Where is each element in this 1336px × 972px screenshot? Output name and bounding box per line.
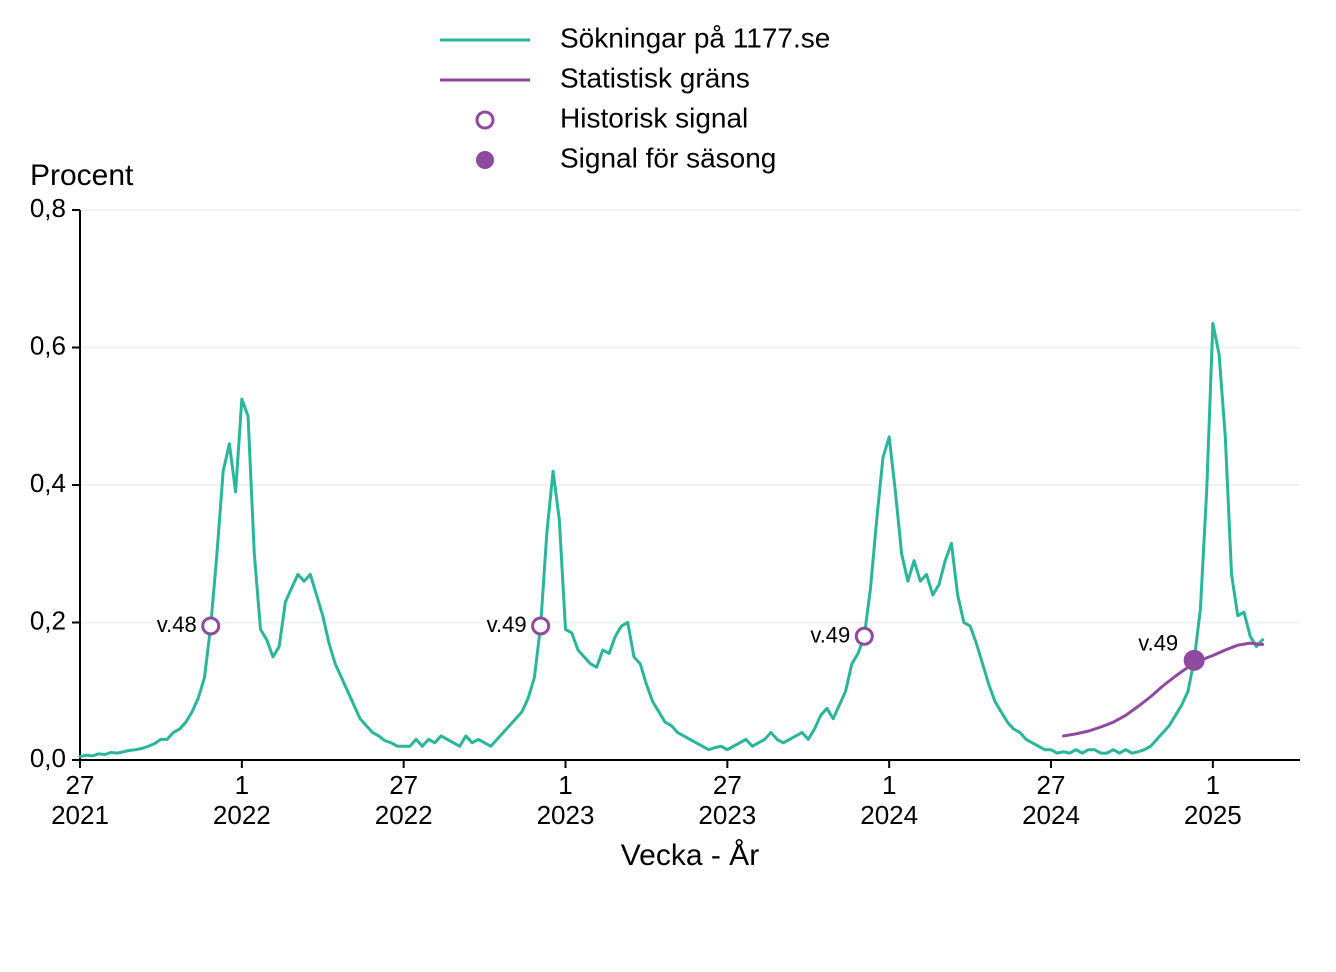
y-tick-label: 0,4: [30, 468, 66, 498]
x-tick-label-week: 1: [1206, 770, 1220, 800]
x-tick-label-year: 2023: [698, 800, 756, 830]
historisk-signal-marker: [856, 628, 872, 644]
signal-for-sasong-marker: [1184, 650, 1204, 670]
historisk-signal-marker: [533, 618, 549, 634]
x-tick-label-week: 27: [713, 770, 742, 800]
x-tick-label-year: 2022: [213, 800, 271, 830]
x-tick-label-week: 27: [66, 770, 95, 800]
x-tick-label-year: 2024: [860, 800, 918, 830]
x-tick-label-year: 2022: [375, 800, 433, 830]
historisk-signal-marker: [203, 618, 219, 634]
legend-label: Sökningar på 1177.se: [560, 22, 830, 53]
historisk-signal-label: v.49: [810, 622, 850, 647]
x-tick-label-week: 1: [235, 770, 249, 800]
signal-for-sasong-label: v.49: [1138, 630, 1178, 655]
time-series-chart: 0,00,20,40,60,8Procent272021120222720221…: [0, 0, 1336, 972]
x-tick-label-week: 1: [882, 770, 896, 800]
x-tick-label-year: 2023: [537, 800, 595, 830]
y-tick-label: 0,0: [30, 743, 66, 773]
legend-label: Statistisk gräns: [560, 62, 750, 93]
x-tick-label-week: 27: [389, 770, 418, 800]
legend-label: Signal för säsong: [560, 142, 776, 173]
y-tick-label: 0,2: [30, 605, 66, 635]
legend-swatch-marker-filled: [476, 151, 494, 169]
x-tick-label-week: 27: [1037, 770, 1066, 800]
y-axis-title: Procent: [30, 159, 134, 192]
x-tick-label-year: 2025: [1184, 800, 1242, 830]
x-tick-label-week: 1: [558, 770, 572, 800]
x-tick-label-year: 2021: [51, 800, 109, 830]
historisk-signal-label: v.49: [487, 612, 527, 637]
legend-label: Historisk signal: [560, 102, 748, 133]
y-tick-label: 0,8: [30, 193, 66, 223]
y-tick-label: 0,6: [30, 330, 66, 360]
legend-swatch-marker-open: [477, 112, 493, 128]
historisk-signal-label: v.48: [157, 612, 197, 637]
x-tick-label-year: 2024: [1022, 800, 1080, 830]
x-axis-title: Vecka - År: [621, 839, 759, 872]
